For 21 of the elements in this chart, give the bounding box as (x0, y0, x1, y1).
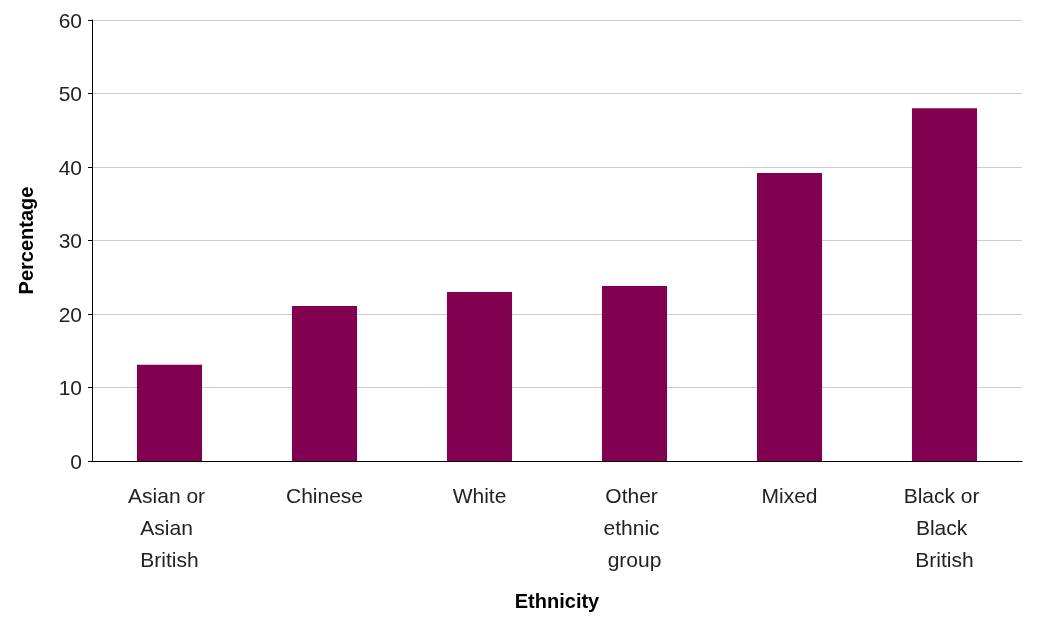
bar (911, 108, 978, 461)
bar (291, 305, 358, 461)
y-tick-label: 60 (58, 8, 82, 32)
y-tick-label: 40 (58, 155, 82, 179)
y-tick-label: 0 (70, 449, 82, 473)
y-tick-label: 30 (58, 229, 82, 252)
bar (136, 364, 203, 461)
x-tick-label: Asian or Asian British (128, 483, 211, 571)
x-tick-label: Black or Black British (903, 483, 986, 571)
x-axis-title: Ethnicity (514, 590, 601, 612)
y-tick-label: 20 (58, 302, 82, 326)
x-tick-label: Chinese (285, 483, 364, 507)
x-tick-label: Other ethnic group (603, 483, 666, 571)
y-axis-title: Percentage (15, 186, 37, 295)
bar (446, 291, 513, 461)
y-tick-label: 50 (58, 82, 82, 105)
bar (601, 286, 668, 461)
y-tick-label: 10 (58, 376, 82, 399)
bar (756, 172, 823, 461)
x-tick-label: White (452, 483, 507, 507)
x-tick-label: Mixed (761, 483, 818, 507)
